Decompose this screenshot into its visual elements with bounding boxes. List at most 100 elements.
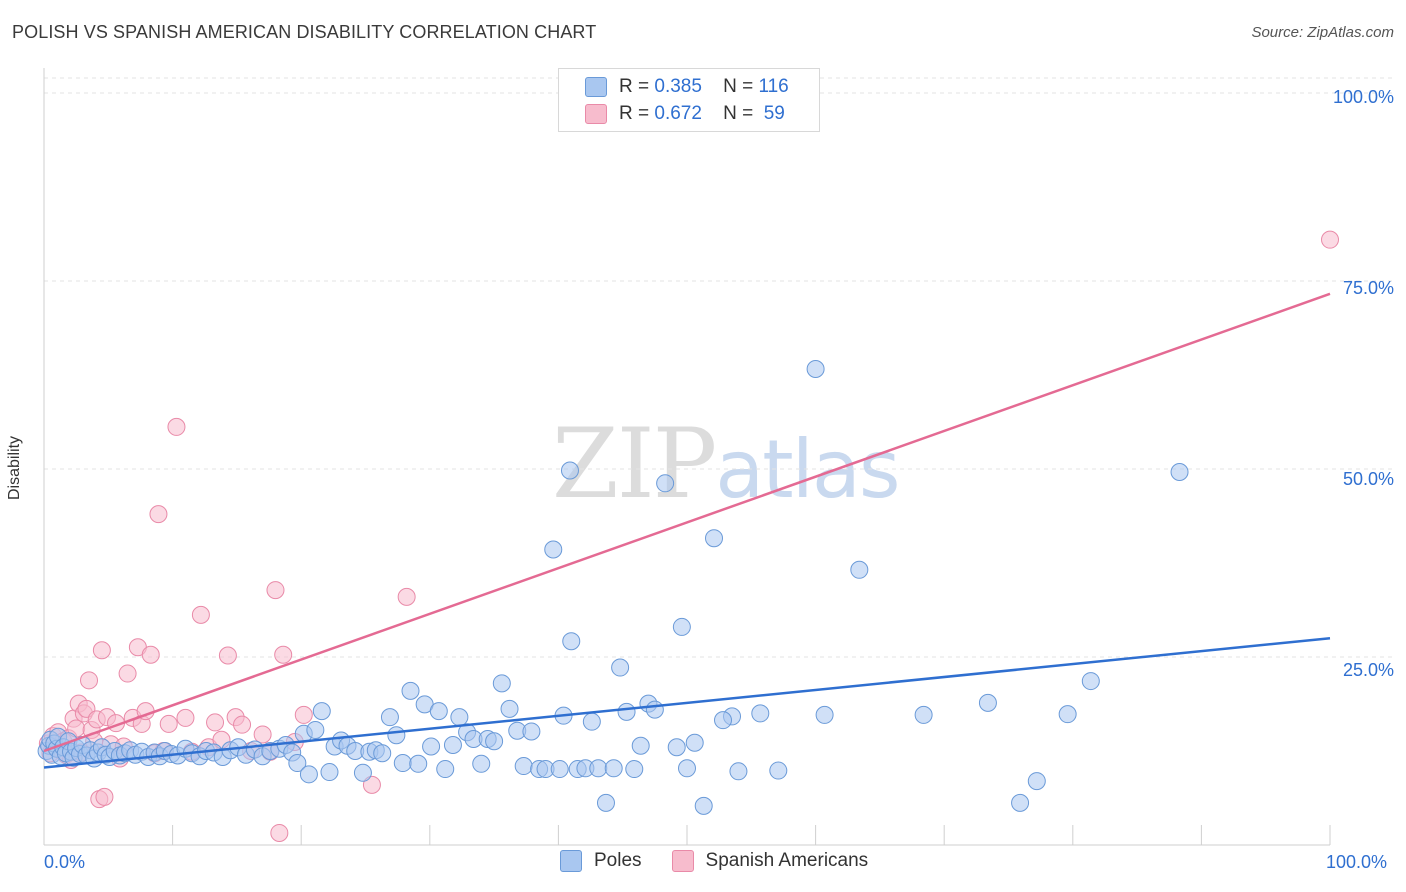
legend-n-label: N = — [723, 76, 754, 97]
spanish-point — [266, 581, 285, 600]
poles-point — [631, 736, 650, 755]
spanish-point — [167, 417, 186, 436]
poles-point — [409, 754, 428, 773]
series-legend: Poles Spanish Americans — [560, 850, 898, 872]
trend-lines — [43, 292, 1331, 769]
poles-point — [705, 529, 724, 548]
spanish-point — [1321, 230, 1339, 249]
spanish-legend-label: Spanish Americans — [705, 850, 869, 871]
poles-point — [353, 763, 372, 782]
poles-point — [492, 674, 511, 693]
poles-points — [37, 360, 1189, 815]
poles-point — [978, 693, 997, 712]
spanish-point — [191, 605, 210, 624]
spanish-point — [141, 645, 160, 664]
poles-point — [443, 735, 462, 754]
legend-item-spanish: Spanish Americans — [671, 850, 869, 872]
grid-lines — [44, 77, 1395, 658]
poles-point — [393, 754, 412, 773]
poles-point — [320, 763, 339, 782]
poles-point — [288, 754, 307, 773]
legend-r-label: R = — [619, 103, 650, 124]
poles-point — [815, 705, 834, 724]
spanish-point — [233, 715, 252, 734]
poles-point — [729, 762, 748, 781]
poles-legend-label: Poles — [594, 850, 642, 871]
spanish-point — [274, 645, 293, 664]
poles-point — [589, 759, 608, 778]
poles-point — [667, 738, 686, 757]
poles-point — [500, 699, 519, 718]
poles-point — [611, 658, 630, 677]
legend-row-spanish: R = 0.672 N = 59 — [585, 102, 785, 126]
poles-point — [617, 702, 636, 721]
poles-point — [429, 702, 448, 721]
poles-point — [450, 708, 469, 727]
poles-point — [373, 744, 392, 763]
legend-item-poles: Poles — [560, 850, 642, 872]
poles-point — [625, 760, 644, 779]
spanish-trend-line — [43, 292, 1331, 753]
poles-point — [1011, 793, 1030, 812]
poles-point — [544, 540, 563, 559]
legend-row-poles: R = 0.385 N = 116 — [585, 75, 789, 99]
poles-point — [672, 617, 691, 636]
spanish-point — [206, 713, 225, 732]
poles-point — [678, 759, 696, 778]
y-tick-50: 50.0% — [1342, 469, 1394, 489]
poles-trend-line — [43, 636, 1331, 769]
poles-point — [850, 560, 869, 579]
poles-point — [562, 632, 581, 651]
poles-point — [312, 702, 331, 721]
spanish-legend-swatch — [671, 850, 694, 872]
poles-point — [604, 759, 623, 778]
poles-point — [1170, 463, 1189, 482]
poles-point — [751, 704, 770, 723]
poles-point — [1027, 772, 1046, 791]
legend-n-value: 59 — [758, 103, 785, 124]
poles-point — [714, 711, 733, 730]
spanish-point — [218, 646, 237, 665]
spanish-point — [159, 714, 178, 733]
poles-point — [422, 737, 441, 756]
poles-swatch — [585, 77, 607, 97]
poles-point — [656, 474, 675, 493]
poles-point — [401, 681, 420, 700]
spanish-point — [176, 708, 195, 727]
poles-point — [387, 726, 406, 745]
source-label: Source: ZipAtlas.com — [1251, 24, 1394, 41]
stats-legend: R = 0.385 N = 116 R = 0.672 N = 59 — [558, 68, 820, 132]
poles-point — [1081, 672, 1100, 691]
poles-point — [694, 796, 713, 815]
poles-point — [914, 705, 933, 724]
poles-point — [806, 360, 825, 379]
legend-r-value: 0.385 — [654, 76, 702, 97]
poles-point — [472, 754, 491, 773]
poles-point — [522, 722, 541, 741]
poles-point — [582, 712, 601, 731]
axes — [43, 68, 1331, 846]
poles-point — [769, 761, 788, 780]
poles-point — [1058, 705, 1077, 724]
spanish-point — [294, 705, 313, 724]
poles-point — [380, 708, 399, 727]
y-tick-25: 25.0% — [1342, 660, 1394, 680]
spanish-point — [118, 664, 137, 683]
watermark-zip: ZIP — [552, 408, 717, 520]
poles-point — [436, 760, 455, 779]
spanish-point — [270, 823, 289, 842]
spanish-point — [253, 725, 272, 744]
spanish-point — [95, 787, 114, 806]
legend-r-value: 0.672 — [654, 103, 702, 124]
poles-legend-swatch — [560, 850, 582, 872]
poles-point — [485, 732, 504, 751]
x-tick-0: 0.0% — [44, 852, 86, 872]
x-tick-100: 100.0% — [1326, 852, 1388, 872]
y-tick-100: 100.0% — [1332, 87, 1394, 107]
legend-n-label: N = — [723, 103, 754, 124]
spanish-point — [362, 775, 381, 794]
spanish-point — [92, 641, 111, 660]
poles-point — [514, 757, 533, 776]
spanish-point — [149, 505, 168, 524]
